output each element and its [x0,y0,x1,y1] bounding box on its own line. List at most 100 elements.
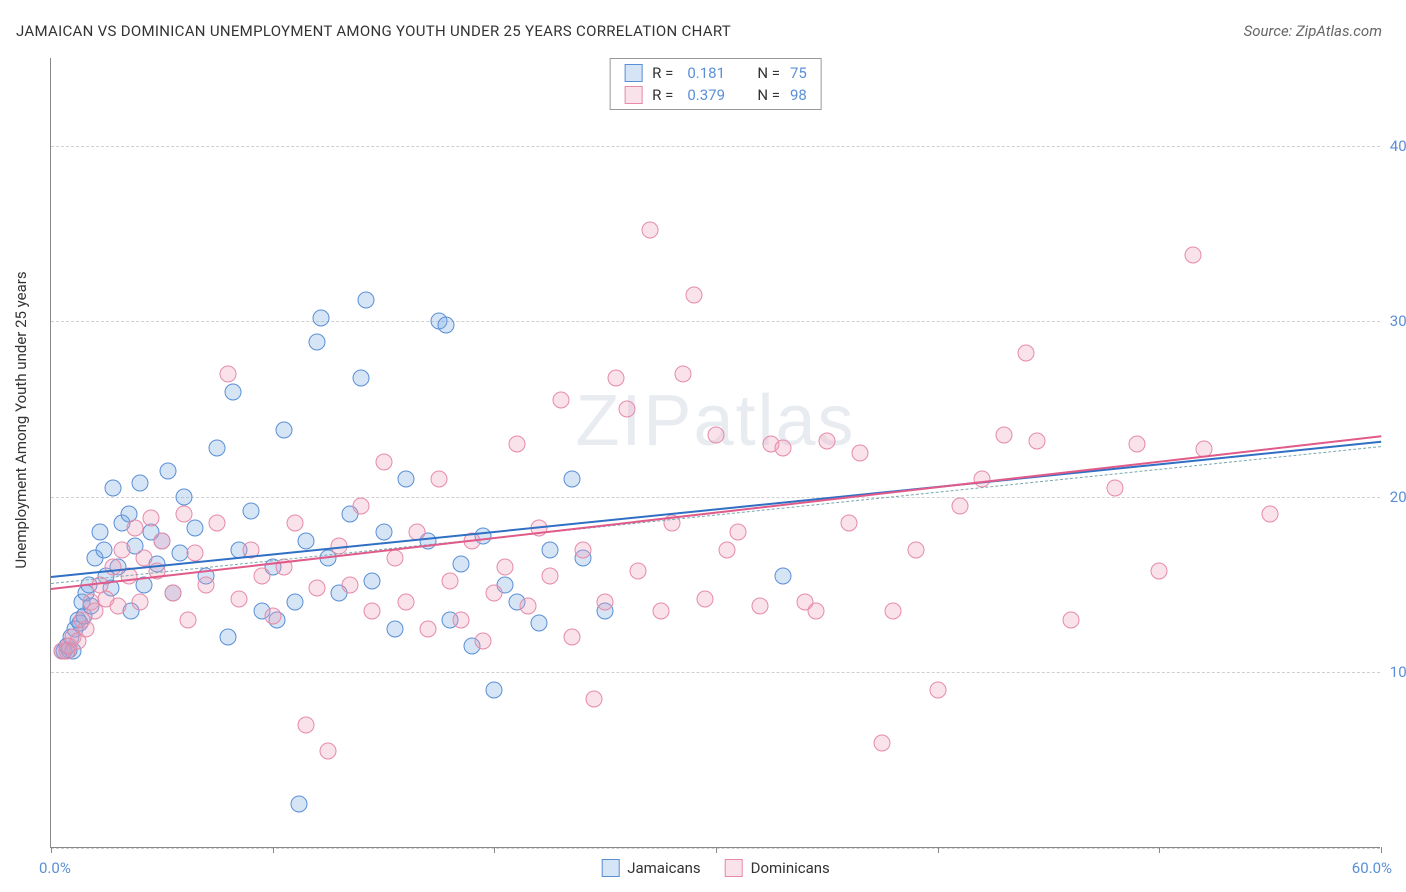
scatter-point [109,597,126,614]
scatter-point [164,585,181,602]
scatter-point [342,576,359,593]
x-tick-label-min: 0.0% [39,859,71,877]
scatter-point [397,471,414,488]
scatter-point [131,594,148,611]
legend-correlation: R =0.181N =75R =0.379N =98 [609,58,822,110]
x-tick-label-max: 60.0% [1352,859,1392,877]
scatter-point [171,545,188,562]
scatter-point [198,576,215,593]
scatter-point [386,620,403,637]
gridline-h [51,497,1380,498]
y-axis-title: Unemployment Among Youth under 25 years [12,271,30,568]
scatter-point [1151,562,1168,579]
scatter-point [619,401,636,418]
scatter-point [375,453,392,470]
scatter-point [231,590,248,607]
scatter-point [1184,246,1201,263]
scatter-point [437,316,454,333]
scatter-point [131,474,148,491]
scatter-point [630,562,647,579]
legend-swatch [624,86,642,104]
scatter-point [541,541,558,558]
scatter-point [486,682,503,699]
x-tick [938,847,939,853]
scatter-point [530,615,547,632]
scatter-point [297,717,314,734]
r-value: 0.181 [687,64,739,82]
n-value: 98 [790,86,807,104]
legend-item: Dominicans [725,859,830,877]
scatter-point [807,603,824,620]
chart-title: JAMAICAN VS DOMINICAN UNEMPLOYMENT AMONG… [16,22,731,40]
n-label: N = [757,86,780,104]
y-tick-label: 30.0% [1390,312,1406,330]
y-tick-label: 40.0% [1390,137,1406,155]
scatter-point [563,471,580,488]
plot-area: ZIPatlas 10.0%20.0%30.0%40.0%0.0%60.0%R … [50,58,1380,848]
x-tick [1159,847,1160,853]
scatter-point [608,369,625,386]
scatter-point [176,506,193,523]
scatter-point [586,690,603,707]
scatter-point [486,585,503,602]
scatter-point [818,432,835,449]
scatter-point [508,436,525,453]
scatter-point [364,573,381,590]
scatter-point [708,427,725,444]
legend-series: Jamaicans Dominicans [601,859,830,877]
scatter-point [364,603,381,620]
scatter-point [453,611,470,628]
y-tick-label: 10.0% [1390,663,1406,681]
scatter-point [929,682,946,699]
scatter-point [142,509,159,526]
scatter-point [519,597,536,614]
scatter-point [105,559,122,576]
scatter-point [220,366,237,383]
scatter-point [430,471,447,488]
scatter-point [313,309,330,326]
scatter-point [286,515,303,532]
scatter-point [309,334,326,351]
scatter-point [275,422,292,439]
legend-item: Jamaicans [601,859,700,877]
scatter-point [1029,432,1046,449]
scatter-point [209,515,226,532]
scatter-point [497,559,514,576]
scatter-point [563,629,580,646]
scatter-point [442,573,459,590]
scatter-point [597,594,614,611]
scatter-point [885,603,902,620]
scatter-point [353,369,370,386]
scatter-point [674,366,691,383]
n-label: N = [757,64,780,82]
legend-row: R =0.181N =75 [610,62,821,84]
scatter-point [264,608,281,625]
chart-container: JAMAICAN VS DOMINICAN UNEMPLOYMENT AMONG… [0,0,1406,892]
scatter-point [541,567,558,584]
legend-swatch [624,64,642,82]
scatter-point [752,597,769,614]
scatter-point [996,427,1013,444]
scatter-point [78,620,95,637]
scatter-point [320,743,337,760]
scatter-point [1107,480,1124,497]
scatter-point [153,532,170,549]
legend-swatch [725,859,743,877]
scatter-point [105,480,122,497]
scatter-point [180,611,197,628]
scatter-point [397,594,414,611]
gridline-h [51,146,1380,147]
watermark: ZIPatlas [575,380,855,462]
scatter-point [696,590,713,607]
scatter-point [951,497,968,514]
x-tick [51,847,52,853]
scatter-point [419,620,436,637]
scatter-point [1129,436,1146,453]
r-label: R = [652,86,673,104]
scatter-point [127,520,144,537]
x-tick [1381,847,1382,853]
scatter-point [685,287,702,304]
scatter-point [176,488,193,505]
scatter-point [160,462,177,479]
source-label: Source: ZipAtlas.com [1244,22,1382,40]
